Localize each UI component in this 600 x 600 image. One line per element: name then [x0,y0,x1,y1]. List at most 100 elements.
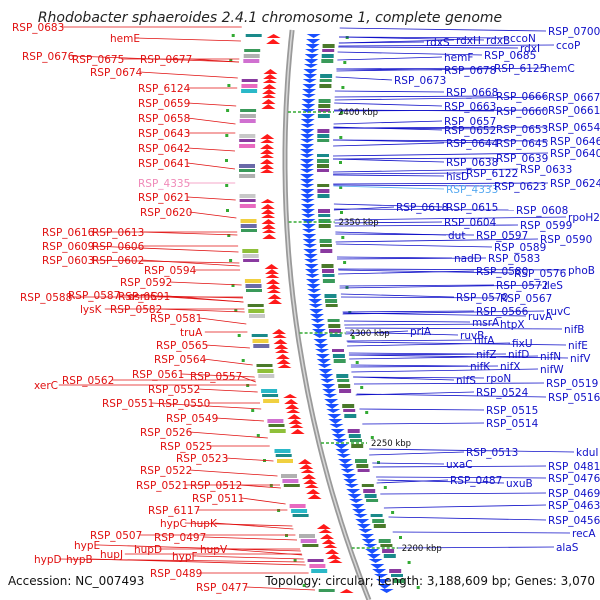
reverse-gene-block [319,79,332,82]
reverse-gene-arrow [327,414,342,419]
label-connector-reverse [333,208,515,211]
gene-label-forward: RSP_0643 [138,128,190,140]
forward-gene-arrow [326,554,341,559]
label-connector-reverse [333,185,445,190]
forward-gene-arrow [339,589,354,593]
forward-gene-arrow [266,289,281,293]
gc-marker [355,361,359,364]
reverse-gene-arrow [338,459,353,464]
label-connector-forward [187,162,236,170]
forward-gene-arrow [260,169,275,173]
label-connector-reverse [334,102,443,107]
reverse-gene-arrow [360,534,375,539]
reverse-gene-arrow [356,524,371,529]
reverse-gene-arrow [301,94,316,98]
reverse-gene-arrow [341,474,356,479]
reverse-gene-arrow [300,154,315,158]
reverse-gene-arrow [300,129,315,134]
forward-gene-arrow [260,144,275,149]
forward-gene-block [243,259,260,262]
forward-gene-arrow [260,139,275,143]
gc-marker [416,586,420,589]
reverse-gene-arrow [349,499,364,503]
gc-marker [241,359,245,362]
label-connector-forward [224,548,303,556]
gene-label-reverse: hisD [446,171,469,183]
gc-marker [370,436,374,439]
gc-marker [251,409,255,412]
forward-gene-arrow [268,299,283,304]
label-connector-reverse [339,284,495,287]
reverse-gene-arrow [300,174,315,179]
label-connector-forward [187,147,236,152]
gene-label-reverse: RSP_0476 [548,473,600,485]
reverse-gene-arrow [308,304,323,308]
forward-gene-block [239,134,256,138]
label-connector-reverse [333,126,547,129]
forward-gene-block [274,449,291,453]
forward-gene-arrow [261,99,276,104]
reverse-gene-block [351,444,364,448]
reverse-gene-block [317,139,330,142]
forward-gene-block [244,49,261,52]
gc-marker [343,261,347,264]
label-connector-forward [189,431,268,439]
reverse-gene-block [364,494,377,498]
reverse-gene-block [350,439,362,442]
forward-gene-arrow [299,464,314,469]
reverse-gene-block [378,539,391,543]
gc-marker [256,434,260,437]
reverse-gene-arrow [302,239,317,244]
forward-gene-arrow [300,469,315,473]
gene-label-reverse: RSP_0590 [540,234,592,246]
forward-gene-block [289,504,306,508]
reverse-gene-arrow [374,574,389,578]
reverse-gene-arrow [312,334,327,338]
gc-marker [340,111,344,114]
forward-gene-arrow [277,364,292,368]
label-connector-reverse [392,531,571,534]
reverse-gene-arrow [300,144,315,149]
label-connector-reverse [333,120,443,125]
forward-gene-block [291,509,308,513]
forward-gene-arrow [261,209,276,214]
gc-marker [227,234,231,237]
gene-label-reverse: RSP_0608 [516,205,568,217]
gc-marker [340,211,343,214]
map-title: Rhodobacter sphaeroides 2.4.1 chromosome… [38,10,502,26]
gene-label-reverse: rdxS [426,37,450,49]
forward-gene-arrow [316,524,331,529]
label-connector-reverse [333,109,547,112]
gene-label-forward: hypC [160,518,187,530]
gene-label-reverse: rdxH [456,35,481,47]
reverse-gene-arrow [304,269,319,274]
forward-gene-block [249,314,265,318]
reverse-gene-arrow [334,444,349,449]
reverse-gene-block [357,469,370,472]
label-connector-forward [189,469,278,477]
forward-gene-block [241,84,258,88]
forward-gene-arrow [261,94,276,98]
gene-label-reverse: RSP_0644 [446,138,499,150]
reverse-gene-block [325,304,338,307]
forward-gene-arrow [266,34,281,38]
label-connector-forward [98,544,301,552]
chromosome-backbone-highlight [284,29,370,600]
ruler-label: 2200 kbp [402,544,442,554]
gene-label-forward: hemE [110,33,140,45]
gc-marker [339,161,342,164]
forward-gene-block [256,364,273,367]
forward-gene-block [292,514,309,517]
label-connector-forward [245,586,316,591]
reverse-gene-arrow [335,449,350,454]
gc-marker [229,59,233,62]
ruler-label: 2300 kbp [350,329,390,339]
reverse-gene-arrow [309,309,324,314]
reverse-gene-arrow [300,164,315,169]
label-connector-reverse [353,382,545,385]
reverse-gene-arrow [301,224,316,229]
gene-label-reverse: RSP_0514 [486,418,539,430]
forward-gene-arrow [273,339,288,344]
reverse-gene-block [321,54,334,58]
gene-label-reverse: dut [448,230,465,242]
